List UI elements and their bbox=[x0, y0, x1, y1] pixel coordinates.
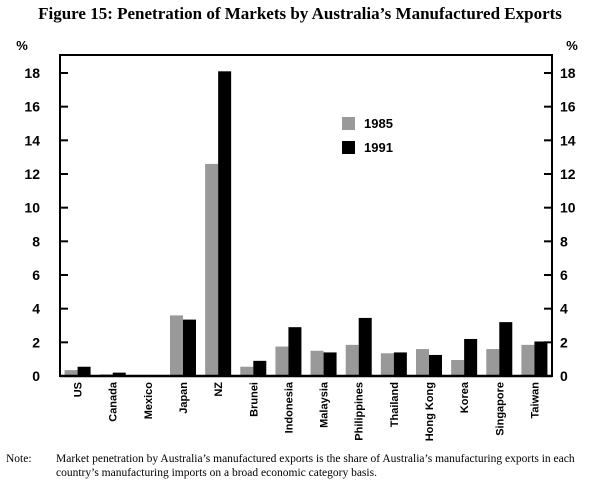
bar-1991-malaysia bbox=[323, 352, 337, 376]
x-tick-label: US bbox=[73, 382, 85, 397]
chart: % % 0 0 2 2 4 4 6 6 8 8 10 10 12 12 14 14 16 16 18 18 US Canada… bbox=[16, 38, 578, 441]
y-tick-label-left: 2 bbox=[32, 334, 40, 350]
y-tick-label-left: 0 bbox=[32, 368, 40, 384]
y-axis-label-left: % bbox=[16, 38, 28, 53]
bar-1985-taiwan bbox=[521, 344, 535, 376]
note-text: Market penetration by Australia’s manufa… bbox=[56, 453, 575, 479]
bar-1985-us bbox=[64, 370, 78, 376]
bar-1991-nz bbox=[218, 71, 232, 377]
y-tick-label-left: 8 bbox=[32, 233, 40, 249]
bar-1991-indonesia bbox=[288, 327, 302, 376]
note-label: Note: bbox=[6, 453, 32, 465]
y-tick-label-left: 18 bbox=[24, 65, 40, 81]
bar-1985-brunei bbox=[240, 366, 254, 376]
x-tick-label: Korea bbox=[459, 381, 471, 413]
bar-1985-philippines bbox=[345, 344, 359, 376]
x-tick-label: Malaysia bbox=[319, 381, 331, 428]
y-tick-label-right: 8 bbox=[560, 233, 568, 249]
x-tick-label: Hong Kong bbox=[424, 382, 436, 441]
y-tick-label-right: 18 bbox=[560, 65, 576, 81]
bar-1991-singapore bbox=[499, 322, 513, 376]
bar-1991-brunei bbox=[253, 360, 267, 376]
x-tick-label: Singapore bbox=[494, 382, 506, 436]
x-tick-label: Indonesia bbox=[283, 381, 295, 433]
y-tick-label-right: 10 bbox=[560, 200, 576, 216]
y-tick-label-right: 14 bbox=[560, 132, 576, 148]
y-tick-label-right: 0 bbox=[560, 368, 568, 384]
bar-1991-philippines bbox=[358, 317, 372, 376]
bar-1985-malaysia bbox=[310, 350, 324, 376]
y-tick-label-left: 12 bbox=[24, 166, 40, 182]
bar-1985-indonesia bbox=[275, 346, 289, 376]
x-tick-label: Mexico bbox=[143, 382, 155, 420]
bar-1985-thailand bbox=[380, 353, 394, 376]
bar-1985-korea bbox=[451, 360, 465, 376]
chart-title: Figure 15: Penetration of Markets by Aus… bbox=[38, 4, 562, 23]
plot-frame bbox=[59, 54, 553, 377]
x-tick-label: Brunei bbox=[248, 382, 260, 417]
bar-1985-japan bbox=[170, 315, 183, 376]
y-tick-label-left: 6 bbox=[32, 267, 40, 283]
legend-label: 1991 bbox=[364, 140, 393, 155]
y-axis-label-right: % bbox=[566, 38, 578, 53]
bar-1991-japan bbox=[183, 319, 196, 376]
x-tick-label: NZ bbox=[213, 382, 225, 397]
x-tick-label: Thailand bbox=[389, 382, 401, 427]
y-tick-label-left: 4 bbox=[32, 301, 40, 317]
bar-1991-us bbox=[77, 366, 91, 376]
legend-label: 1985 bbox=[364, 116, 393, 131]
y-tick-label-left: 14 bbox=[24, 132, 40, 148]
x-tick-label: Philippines bbox=[354, 382, 366, 441]
y-tick-label-right: 4 bbox=[560, 301, 568, 317]
bar-1985-nz bbox=[205, 163, 219, 376]
bar-1991-taiwan bbox=[534, 341, 548, 376]
y-tick-label-left: 10 bbox=[24, 200, 40, 216]
y-tick-label-right: 16 bbox=[560, 99, 576, 115]
bar-1991-canada bbox=[112, 372, 126, 376]
bar-1985-hong-kong bbox=[416, 349, 429, 376]
y-tick-label-left: 16 bbox=[24, 99, 40, 115]
y-tick-label-right: 6 bbox=[560, 267, 568, 283]
bar-1991-korea bbox=[464, 338, 478, 376]
bar-1991-hong-kong bbox=[429, 354, 442, 376]
legend-swatch-1985 bbox=[342, 117, 355, 130]
legend-swatch-1991 bbox=[342, 141, 355, 154]
bar-1991-thailand bbox=[393, 352, 407, 376]
x-tick-label: Japan bbox=[178, 382, 190, 414]
y-tick-label-right: 12 bbox=[560, 166, 576, 182]
y-tick-label-right: 2 bbox=[560, 334, 568, 350]
note: Note: Market penetration by Australia’s … bbox=[6, 452, 596, 480]
x-tick-label: Taiwan bbox=[529, 382, 541, 419]
x-tick-label: Canada bbox=[108, 381, 120, 422]
bar-1985-singapore bbox=[486, 349, 500, 376]
